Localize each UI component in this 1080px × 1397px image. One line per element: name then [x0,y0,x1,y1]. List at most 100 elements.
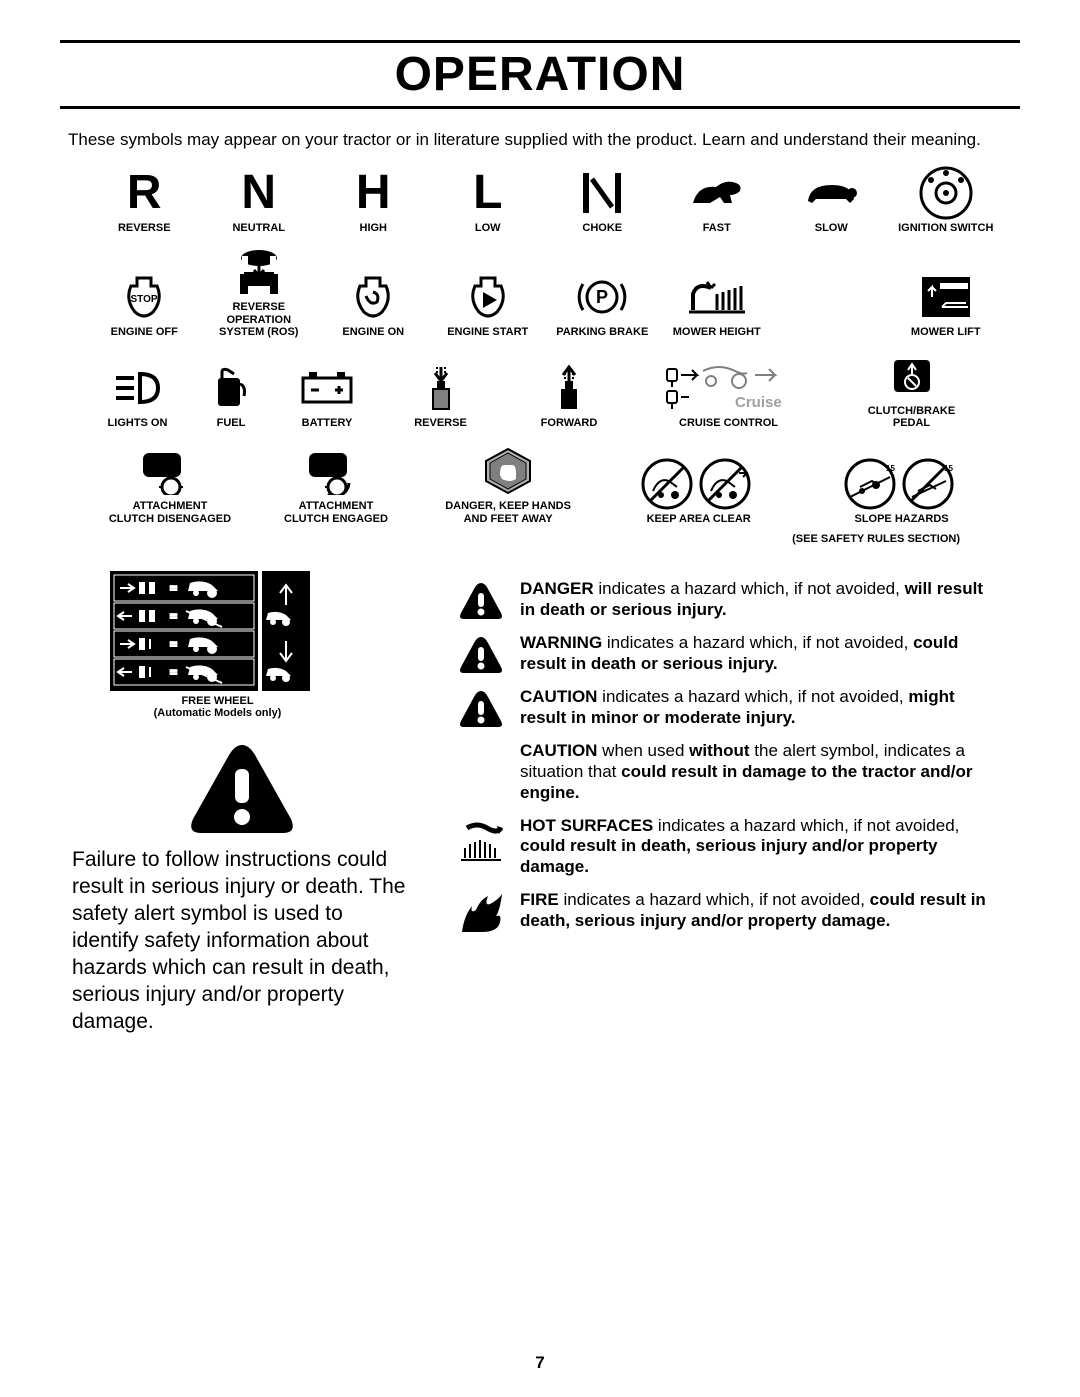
rabbit-icon [688,173,746,213]
lbl-reverse: REVERSE [90,222,199,235]
sym-ros: REVERSE OPERATION SYSTEM (ROS) [205,245,314,339]
freewheel-block: = = = = [110,571,325,719]
symbol-row-1: R REVERSE N NEUTRAL H HIGH L LOW CHOKE F [90,166,1000,235]
svg-text:=: = [170,665,177,679]
sym-parking-brake: P PARKING BRAKE [548,270,657,339]
page: OPERATION These symbols may appear on yo… [0,0,1080,1397]
sym-mower-lift: MOWER LIFT [892,270,1001,339]
sym-slow: SLOW [777,166,886,235]
lbl-clutch-eng: ATTACHMENT CLUTCH ENGAGED [256,500,416,525]
parking-brake-icon: P [575,272,629,322]
sym-high: H HIGH [319,166,428,235]
haz-caution-plain-text: CAUTION when used without the alert symb… [520,741,1000,803]
haz-caution-text: CAUTION indicates a hazard which, if not… [520,687,1000,729]
haz-cp-rest: when used [597,741,689,760]
mower-lift-icon [918,273,974,321]
lbl-clutch-diseng: ATTACHMENT CLUTCH DISENGAGED [90,500,250,525]
see-safety-note: (SEE SAFETY RULES SECTION) [90,533,960,545]
sym-slope: 15 15 SLOPE HAZARDS [803,457,1000,526]
haz-caution-rest: indicates a hazard which, if not avoided… [597,687,908,706]
alert-icon [459,635,503,675]
ignition-icon [919,166,973,220]
sym-lights: LIGHTS ON [90,361,185,430]
lower-section: = = = = [72,553,1000,1035]
sym-pedal-reverse: REVERSE [383,361,498,430]
haz-fire-text: FIRE indicates a hazard which, if not av… [520,890,1000,936]
sym-battery: BATTERY [277,361,377,430]
haz-warning-rest: indicates a hazard which, if not avoided… [602,633,913,652]
freewheel-sub: (Automatic Models only) [110,707,325,719]
lower-right: DANGER indicates a hazard which, if not … [452,553,1000,1035]
choke-icon [577,169,627,217]
haz-fire-rest: indicates a hazard which, if not avoided… [559,890,870,909]
haz-warning: WARNING indicates a hazard which, if not… [452,633,1000,675]
symbol-row-2: STOP ENGINE OFF REVERSE OPERATION SYSTEM… [90,245,1000,339]
sym-pedal-forward: FORWARD [504,361,634,430]
battery-icon [299,370,355,406]
haz-danger: DANGER indicates a hazard which, if not … [452,579,1000,621]
engine-off-icon: STOP [121,272,167,322]
lbl-cruise: CRUISE CONTROL [640,417,817,430]
svg-text:15: 15 [886,464,895,473]
intro-text: These symbols may appear on your tractor… [68,129,1012,150]
big-alert-icon [187,741,297,837]
haz-danger-rest: indicates a hazard which, if not avoided… [594,579,905,598]
haz-caution-plain: CAUTION when used without the alert symb… [452,741,1000,803]
letter-h: H [356,169,391,217]
clutch-brake-icon [888,354,936,398]
svg-text:P: P [596,287,608,307]
freewheel-icon: = = = = [110,571,310,691]
lbl-clutch-brake: CLUTCH/BRAKE PEDAL [823,405,1000,430]
svg-text:15: 15 [944,464,953,473]
letter-r: R [127,169,162,217]
haz-hot-text: HOT SURFACES indicates a hazard which, i… [520,816,1000,878]
ros-icon [234,244,284,300]
forward-pedal-icon [551,363,587,413]
svg-text:=: = [170,609,177,623]
lbl-danger-hands: DANGER, KEEP HANDS AND FEET AWAY [422,500,594,525]
symbol-grid: R REVERSE N NEUTRAL H HIGH L LOW CHOKE F [90,166,1000,545]
lbl-choke: CHOKE [548,222,657,235]
haz-hot-bold: could result in death, serious injury an… [520,836,938,876]
haz-hot: HOT SURFACES indicates a hazard which, i… [452,816,1000,878]
symbol-row-3: LIGHTS ON FUEL BATTERY REVERSE FORWARD [90,349,1000,430]
svg-text:=: = [170,581,177,595]
symbol-row-4: ATTACHMENT CLUTCH DISENGAGED ATTACHMENT … [90,444,1000,525]
danger-hands-icon [482,445,534,497]
sym-danger-hands: DANGER, KEEP HANDS AND FEET AWAY [422,444,594,525]
sym-mower-height: MOWER HEIGHT [663,270,772,339]
haz-caution: CAUTION indicates a hazard which, if not… [452,687,1000,729]
freewheel-title: FREE WHEEL [110,695,325,707]
lbl-ros: REVERSE OPERATION SYSTEM (ROS) [205,301,314,339]
engine-on-icon [350,272,396,322]
hot-surface-icon [457,818,505,866]
fuel-icon [212,366,250,410]
lbl-low: LOW [434,222,543,235]
engine-start-icon [465,272,511,322]
letter-n: N [241,169,276,217]
alert-icon [459,581,503,621]
lights-icon [112,368,164,408]
haz-warning-text: WARNING indicates a hazard which, if not… [520,633,1000,675]
haz-fire-lead: FIRE [520,890,559,909]
lbl-mower-lift: MOWER LIFT [892,326,1001,339]
sym-cruise: Cruise CRUISE CONTROL [640,361,817,430]
lbl-pedal-forward: FORWARD [504,417,634,430]
lbl-engine-on: ENGINE ON [319,326,428,339]
sym-clutch-brake: CLUTCH/BRAKE PEDAL [823,349,1000,430]
title-underline [60,106,1020,109]
sym-keep-clear: KEEP AREA CLEAR [600,457,797,526]
sym-neutral: N NEUTRAL [205,166,314,235]
alert-icon [459,689,503,729]
slope-hazards-icon: 15 15 [842,457,962,511]
svg-text:=: = [170,637,177,651]
top-rule [60,40,1020,43]
lower-left: = = = = [72,553,412,1035]
haz-danger-lead: DANGER [520,579,594,598]
lbl-battery: BATTERY [277,417,377,430]
svg-text:STOP: STOP [131,294,158,305]
clutch-engaged-icon [303,447,369,495]
lbl-pedal-reverse: REVERSE [383,417,498,430]
sym-engine-off: STOP ENGINE OFF [90,270,199,339]
lbl-engine-start: ENGINE START [434,326,543,339]
